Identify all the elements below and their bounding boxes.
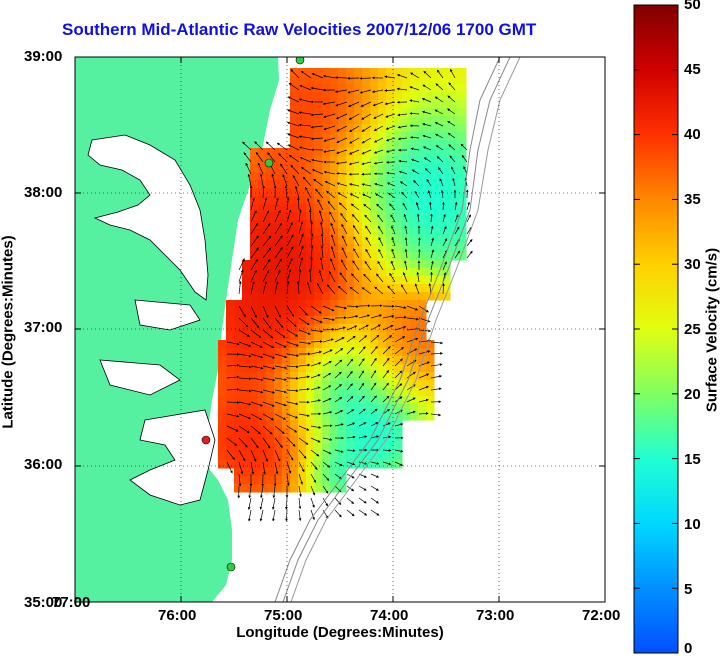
x-axis-label: Longitude (Degrees:Minutes) bbox=[236, 624, 444, 641]
velocity-vectors bbox=[226, 68, 473, 522]
colorbar-ticks bbox=[634, 4, 678, 654]
y-tick-label: 36:00 bbox=[24, 456, 63, 473]
colorbar-tick-label: 30 bbox=[684, 256, 701, 273]
colorbar-tick-label: 20 bbox=[684, 386, 701, 403]
y-axis-label: Latitude (Degrees:Minutes) bbox=[0, 235, 17, 429]
colorbar-label: Surface Velocity (cm/s) bbox=[703, 247, 721, 413]
y-tick-label: 38:00 bbox=[24, 184, 63, 201]
bay-water bbox=[87, 134, 209, 301]
colorbar bbox=[633, 4, 679, 654]
x-tick-label: 77:00 bbox=[52, 594, 91, 611]
x-tick-label: 74:00 bbox=[370, 607, 409, 624]
colorbar-tick-label: 10 bbox=[684, 516, 701, 533]
station-marker bbox=[226, 562, 236, 572]
colorbar-tick-label: 35 bbox=[684, 191, 701, 208]
sound-water bbox=[129, 409, 216, 506]
y-tick-label: 35:00 bbox=[24, 594, 63, 611]
x-tick-label: 73:00 bbox=[476, 607, 515, 624]
station-marker bbox=[295, 57, 305, 65]
y-tick-label: 37:00 bbox=[24, 319, 63, 336]
grid-lines bbox=[75, 57, 605, 602]
colorbar-tick-label: 15 bbox=[684, 451, 701, 468]
axis-ticks bbox=[74, 56, 606, 603]
chart-title: Southern Mid-Atlantic Raw Velocities 200… bbox=[62, 20, 537, 39]
y-tick-label: 39:00 bbox=[24, 48, 63, 65]
x-tick-label: 72:00 bbox=[582, 607, 621, 624]
colorbar-tick-label: 25 bbox=[684, 321, 701, 338]
station-marker bbox=[201, 435, 211, 445]
colorbar-tick-label: 50 bbox=[684, 0, 701, 13]
colorbar-tick-label: 5 bbox=[684, 581, 693, 598]
x-tick-label: 75:00 bbox=[264, 607, 303, 624]
colorbar-tick-label: 0 bbox=[684, 640, 693, 657]
station-marker bbox=[264, 158, 274, 168]
x-tick-label: 76:00 bbox=[158, 607, 197, 624]
colorbar-tick-label: 45 bbox=[684, 61, 701, 78]
colorbar-tick-label: 40 bbox=[684, 126, 701, 143]
